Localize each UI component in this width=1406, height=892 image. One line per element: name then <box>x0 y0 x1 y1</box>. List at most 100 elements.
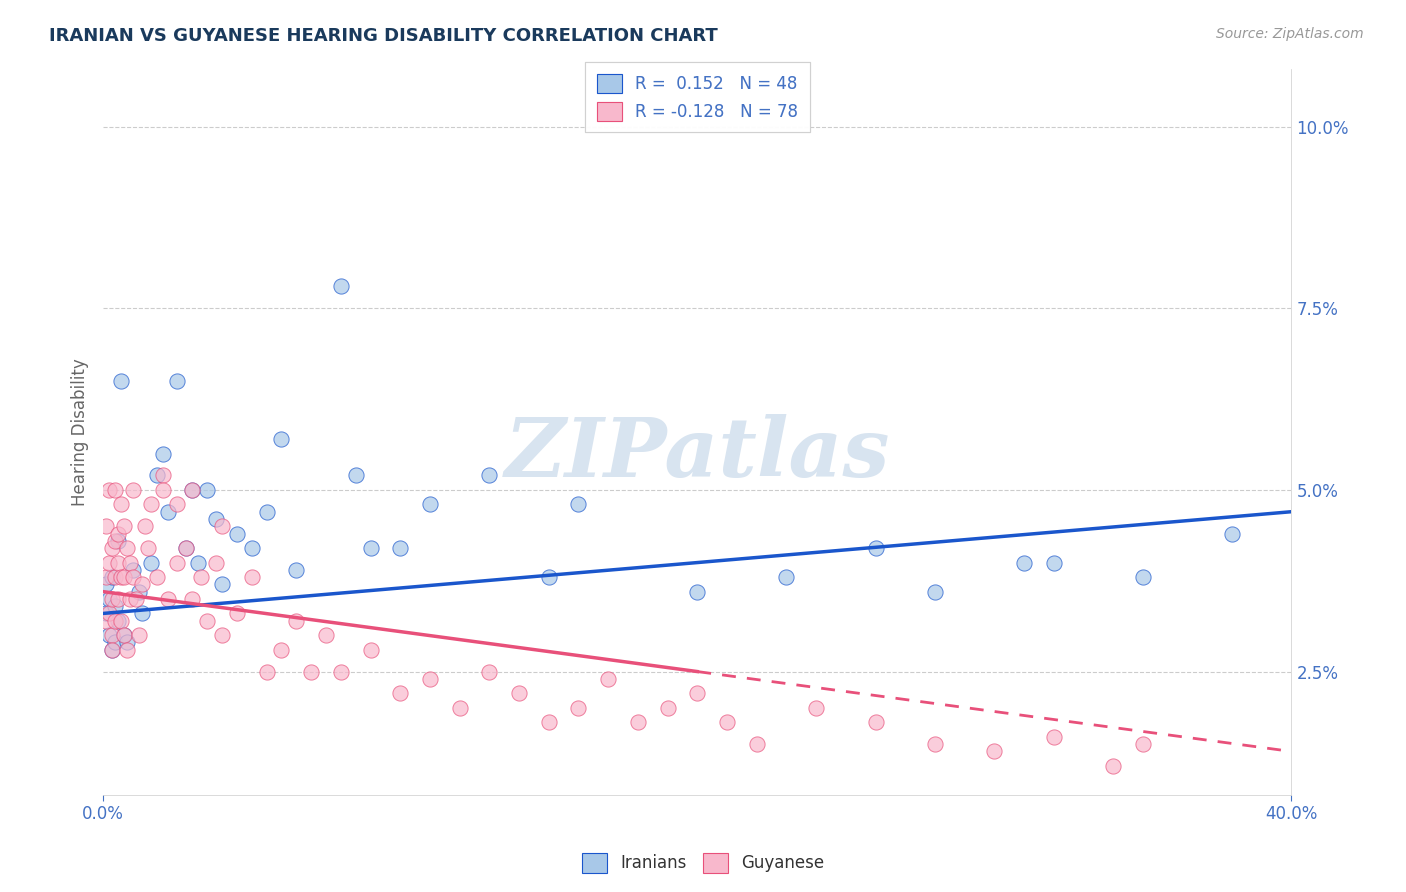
Point <box>419 498 441 512</box>
Point <box>101 570 124 584</box>
Point <box>152 483 174 497</box>
Point <box>389 541 412 555</box>
Point <box>924 737 946 751</box>
Point <box>285 614 308 628</box>
Point <box>240 570 263 584</box>
Point <box>205 512 228 526</box>
Point <box>176 541 198 555</box>
Point <box>157 505 180 519</box>
Point <box>1042 730 1064 744</box>
Point <box>1012 556 1035 570</box>
Point <box>598 672 620 686</box>
Point <box>98 591 121 606</box>
Text: Source: ZipAtlas.com: Source: ZipAtlas.com <box>1216 27 1364 41</box>
Point <box>128 628 150 642</box>
Text: ZIPatlas: ZIPatlas <box>505 414 890 493</box>
Point <box>478 468 501 483</box>
Point <box>865 715 887 730</box>
Point <box>686 686 709 700</box>
Point <box>389 686 412 700</box>
Point <box>187 556 209 570</box>
Point <box>315 628 337 642</box>
Point <box>166 556 188 570</box>
Point <box>131 577 153 591</box>
Point <box>104 483 127 497</box>
Point <box>145 570 167 584</box>
Point <box>104 533 127 548</box>
Point <box>101 628 124 642</box>
Point <box>657 701 679 715</box>
Point <box>924 584 946 599</box>
Point <box>299 665 322 679</box>
Point <box>121 570 143 584</box>
Point <box>145 468 167 483</box>
Point <box>983 744 1005 758</box>
Point <box>107 614 129 628</box>
Point <box>134 519 156 533</box>
Point <box>176 541 198 555</box>
Point <box>118 591 141 606</box>
Point <box>166 498 188 512</box>
Point <box>94 570 117 584</box>
Point <box>98 628 121 642</box>
Point <box>225 526 247 541</box>
Point <box>101 591 124 606</box>
Point <box>240 541 263 555</box>
Point <box>166 374 188 388</box>
Point <box>115 541 138 555</box>
Y-axis label: Hearing Disability: Hearing Disability <box>72 358 89 506</box>
Point <box>181 591 204 606</box>
Point <box>110 374 132 388</box>
Point <box>98 483 121 497</box>
Point <box>775 570 797 584</box>
Point <box>449 701 471 715</box>
Point <box>110 614 132 628</box>
Point <box>136 541 159 555</box>
Point <box>107 526 129 541</box>
Point <box>101 541 124 555</box>
Point <box>270 432 292 446</box>
Legend: R =  0.152   N = 48, R = -0.128   N = 78: R = 0.152 N = 48, R = -0.128 N = 78 <box>585 62 810 133</box>
Point <box>567 498 589 512</box>
Point <box>94 577 117 591</box>
Point <box>112 519 135 533</box>
Point <box>508 686 530 700</box>
Point <box>152 468 174 483</box>
Point <box>94 519 117 533</box>
Point <box>107 591 129 606</box>
Point <box>1220 526 1243 541</box>
Point <box>152 447 174 461</box>
Point <box>101 642 124 657</box>
Point <box>567 701 589 715</box>
Point <box>329 279 352 293</box>
Point <box>104 614 127 628</box>
Point <box>107 533 129 548</box>
Point <box>115 635 138 649</box>
Point <box>225 607 247 621</box>
Point <box>329 665 352 679</box>
Point <box>195 614 218 628</box>
Point <box>419 672 441 686</box>
Point <box>1102 759 1125 773</box>
Point <box>104 570 127 584</box>
Point <box>716 715 738 730</box>
Point <box>360 541 382 555</box>
Point <box>205 556 228 570</box>
Point <box>157 591 180 606</box>
Point <box>745 737 768 751</box>
Point <box>112 628 135 642</box>
Point <box>804 701 827 715</box>
Point <box>211 577 233 591</box>
Point <box>112 628 135 642</box>
Point <box>686 584 709 599</box>
Point <box>118 556 141 570</box>
Text: IRANIAN VS GUYANESE HEARING DISABILITY CORRELATION CHART: IRANIAN VS GUYANESE HEARING DISABILITY C… <box>49 27 718 45</box>
Point <box>211 628 233 642</box>
Point <box>211 519 233 533</box>
Legend: Iranians, Guyanese: Iranians, Guyanese <box>575 847 831 880</box>
Point <box>1132 737 1154 751</box>
Point <box>195 483 218 497</box>
Point <box>94 614 117 628</box>
Point <box>110 570 132 584</box>
Point <box>94 607 117 621</box>
